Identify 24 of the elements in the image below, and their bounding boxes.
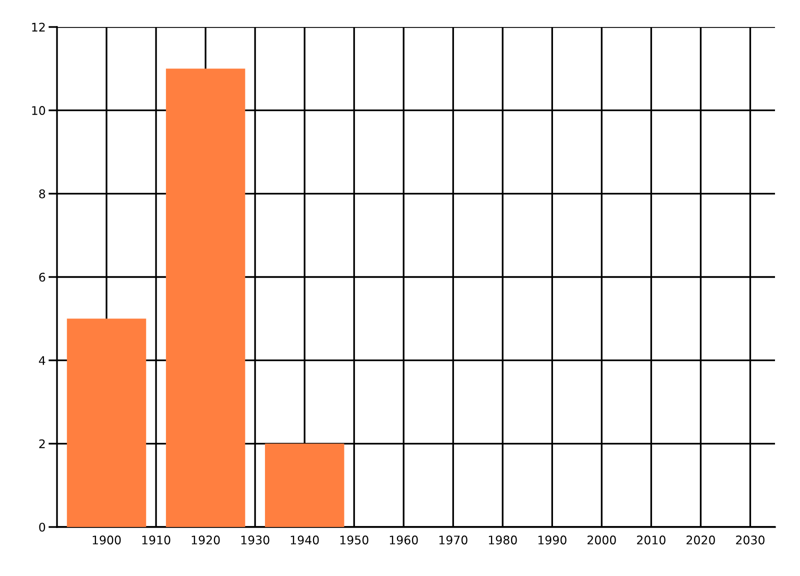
- bar: [264, 444, 344, 527]
- x-tick-label: 1950: [340, 536, 368, 544]
- x-tick-label: 2000: [588, 536, 616, 544]
- x-tick-label: 1940: [290, 536, 319, 544]
- y-tick-label: 2: [39, 439, 45, 448]
- y-tick-label: 0: [39, 522, 46, 532]
- x-tick-label: 1970: [439, 536, 468, 544]
- bar: [66, 318, 146, 527]
- x-tick-label: 1920: [192, 536, 220, 544]
- y-tick-label: 12: [32, 22, 45, 32]
- x-tick-label: 1900: [92, 536, 121, 544]
- x-tick-label: 1960: [390, 536, 418, 544]
- x-tick-label: 1990: [538, 536, 566, 544]
- y-tick-label: 8: [39, 189, 46, 198]
- x-tick-label: 1930: [241, 536, 270, 544]
- y-tick-label: 4: [38, 356, 46, 365]
- x-tick-label: 2010: [637, 536, 666, 544]
- x-tick-label: 2030: [736, 536, 764, 544]
- x-tick-label: 2020: [686, 536, 715, 544]
- y-tick-label: 10: [32, 106, 46, 115]
- x-tick-label: 1980: [488, 536, 517, 544]
- y-tick-label: 6: [39, 272, 46, 282]
- x-tick-label: 1910: [142, 536, 170, 544]
- bar: [166, 68, 246, 527]
